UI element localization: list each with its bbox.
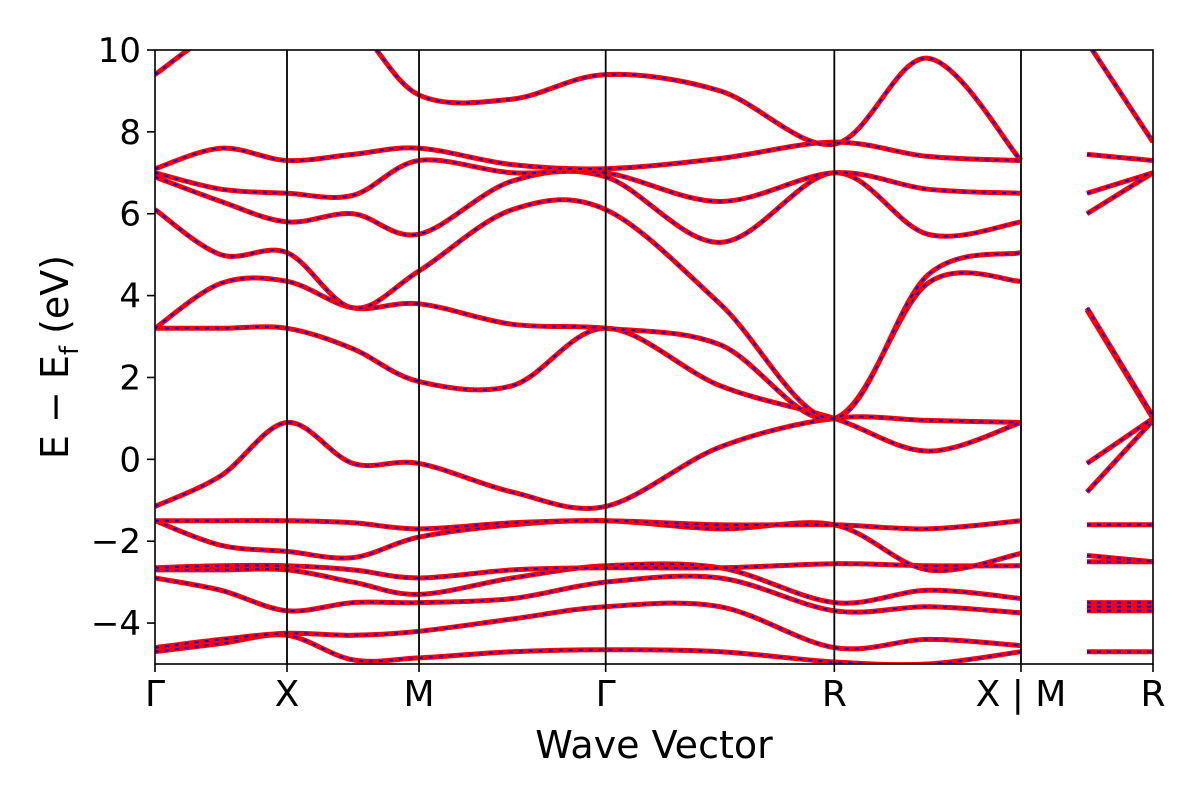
x-tick-label: Γ <box>596 674 616 715</box>
band-line-dashed-b7-part1 <box>155 519 1022 530</box>
band-line-dashed-b8-part2 <box>1086 419 1153 493</box>
band-line-dashed-b14-part2 <box>1086 153 1153 162</box>
band-line-dashed-b11-part2 <box>1086 307 1153 417</box>
band-line-b9-part2 <box>1085 416 1153 466</box>
y-tick-label: −4 <box>91 604 141 644</box>
band-line-dashed-b6-part2 <box>1086 554 1153 563</box>
band-line-b14-part1 <box>155 139 1022 172</box>
x-axis-label: Wave Vector <box>535 723 773 767</box>
band-line-dashed-b3-part1 <box>155 575 1022 614</box>
x-axis-ticks: Γ X M Γ R X | M R <box>145 664 1166 715</box>
y-tick-label: 4 <box>119 277 141 317</box>
band-line-dashed-b10-part1 <box>155 271 1022 421</box>
band-line-dashed-b9-part1 <box>155 325 1022 453</box>
y-tick-label: 2 <box>119 358 141 398</box>
y-axis-label: E − Ef (eV) <box>33 255 85 459</box>
band-line-b1-part1 <box>155 632 1022 664</box>
band-line-dashed-b6-part1 <box>155 519 1022 572</box>
band-line-dashed-b15-part1 <box>155 50 1022 162</box>
bands-layer <box>155 50 1153 664</box>
x-tick-label: R <box>1140 674 1165 715</box>
band-line-b9-part1 <box>155 324 1022 454</box>
y-tick-label: 10 <box>98 31 141 71</box>
x-tick-label: R <box>822 674 847 715</box>
y-tick-label: 0 <box>119 440 141 480</box>
band-line-b8-part1 <box>155 414 1022 511</box>
band-line-dashed-b4-part1 <box>155 562 1022 605</box>
x-tick-label: M <box>403 674 434 715</box>
band-line-dashed-b8-part1 <box>155 415 1022 510</box>
y-tick-label: 8 <box>119 113 141 153</box>
band-line-b13-part2 <box>1086 170 1153 196</box>
band-line-b15-part1 <box>155 50 1023 163</box>
x-tick-label: X <box>275 674 300 715</box>
high-symmetry-lines <box>286 50 1022 664</box>
y-tick-label: −2 <box>91 522 141 562</box>
y-axis-label-main: E − E <box>33 355 77 459</box>
band-line-b7-part1 <box>155 518 1022 532</box>
plot-frame <box>154 49 1154 665</box>
band-line-b13-part1 <box>155 157 1022 205</box>
y-axis-label-unit: (eV) <box>33 255 77 334</box>
x-tick-label: X | M <box>976 674 1067 715</box>
band-line-b11-part1 <box>155 197 1022 421</box>
y-tick-label: 6 <box>119 195 141 235</box>
band-line-dashed-b5-part1 <box>155 562 1022 580</box>
x-tick-label: Γ <box>145 674 165 715</box>
y-axis-ticks: −4 −2 0 2 4 6 8 10 <box>91 31 155 644</box>
band-line-dashed-b11-part1 <box>155 198 1022 420</box>
band-line-dashed-b2-part1 <box>155 602 1022 650</box>
band-line-dashed-b14-part1 <box>155 141 1022 170</box>
band-line-dashed-b15-part2 <box>1091 50 1153 143</box>
y-axis-label-subscript: f <box>55 345 85 355</box>
band-line-b10-part1 <box>155 270 1022 422</box>
